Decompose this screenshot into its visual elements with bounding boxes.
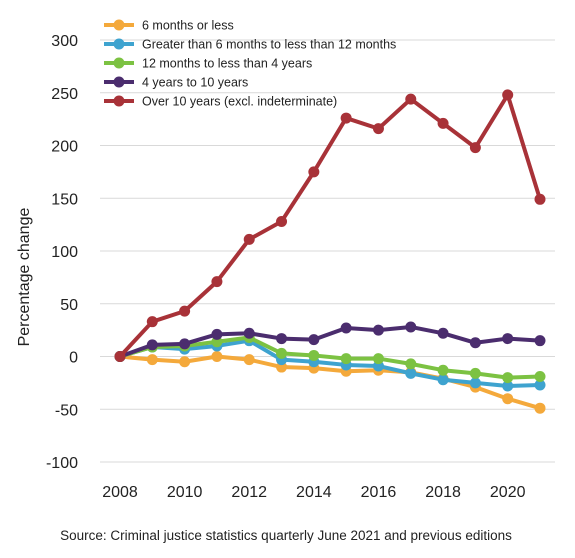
data-point [534, 371, 546, 383]
data-point [276, 333, 288, 345]
data-point [276, 215, 288, 227]
legend-item: Over 10 years (excl. indeterminate) [104, 95, 337, 109]
x-tick-label: 2010 [167, 484, 203, 501]
x-axis-ticks: 2008 2010 2012 2014 2016 2018 2020 [102, 484, 525, 501]
data-point [405, 358, 417, 370]
data-point [340, 353, 352, 365]
x-tick-label: 2018 [425, 484, 461, 501]
legend-item: 4 years to 10 years [104, 76, 248, 90]
series-line [118, 92, 542, 358]
data-point [372, 353, 384, 365]
data-point [534, 402, 546, 414]
series-lines [114, 89, 546, 414]
data-point [502, 380, 514, 392]
data-point [502, 333, 514, 345]
legend-label: 4 years to 10 years [142, 76, 248, 90]
x-tick-label: 2014 [296, 484, 332, 501]
data-point [179, 338, 191, 350]
data-point [276, 347, 288, 359]
data-point [534, 379, 546, 391]
data-point [405, 367, 417, 379]
data-point [502, 372, 514, 384]
data-point [243, 233, 255, 245]
source-note: Source: Criminal justice statistics quar… [60, 528, 512, 543]
data-point [211, 328, 223, 340]
gridlines [100, 39, 555, 463]
legend-item: Greater than 6 months to less than 12 mo… [104, 38, 396, 52]
y-tick-label: -100 [46, 455, 78, 472]
data-point [340, 322, 352, 334]
legend-swatch-marker [113, 38, 125, 50]
legend-item: 6 months or less [104, 19, 234, 33]
data-point [469, 367, 481, 379]
legend-item: 12 months to less than 4 years [104, 57, 312, 71]
y-tick-label: 50 [60, 297, 78, 314]
data-point [308, 349, 320, 361]
data-point [437, 117, 449, 129]
data-point [534, 335, 546, 347]
legend-label: 6 months or less [142, 19, 234, 33]
data-point [308, 334, 320, 346]
legend-swatch-marker [113, 95, 125, 107]
data-point [211, 351, 223, 362]
y-tick-label: 300 [51, 33, 78, 50]
y-axis-ticks: -100 -50 0 50 100 150 200 250 300 [46, 33, 78, 472]
data-point [372, 324, 384, 336]
y-tick-label: -50 [55, 402, 78, 419]
legend-swatch-marker [113, 19, 125, 31]
data-point [114, 351, 126, 362]
data-point [469, 377, 481, 389]
y-axis-label: Percentage change [16, 208, 33, 347]
data-point [211, 276, 223, 288]
data-point [243, 327, 255, 339]
x-tick-label: 2012 [231, 484, 267, 501]
data-point [502, 393, 514, 405]
data-point [372, 123, 384, 135]
data-point [437, 364, 449, 376]
data-point [405, 321, 417, 333]
data-point [534, 193, 546, 205]
x-tick-label: 2020 [490, 484, 526, 501]
data-point [469, 142, 481, 154]
data-point [179, 356, 191, 368]
data-point [437, 327, 449, 339]
data-point [146, 354, 158, 366]
data-point [308, 166, 320, 178]
data-point [502, 89, 514, 101]
series-4 [114, 89, 546, 362]
y-tick-label: 250 [51, 86, 78, 103]
legend-swatch-marker [113, 76, 125, 88]
series-2 [114, 332, 546, 384]
data-point [437, 374, 449, 386]
y-tick-label: 100 [51, 244, 78, 261]
data-point [405, 93, 417, 105]
y-tick-label: 0 [69, 350, 78, 367]
x-tick-label: 2016 [361, 484, 397, 501]
legend-label: Greater than 6 months to less than 12 mo… [142, 38, 396, 52]
data-point [243, 354, 255, 366]
x-tick-label: 2008 [102, 484, 138, 501]
y-tick-label: 150 [51, 191, 78, 208]
y-tick-label: 200 [51, 139, 78, 156]
data-point [179, 305, 191, 317]
legend-label: 12 months to less than 4 years [142, 57, 312, 71]
data-point [146, 316, 158, 328]
legend: 6 months or less Greater than 6 months to… [104, 19, 396, 109]
data-point [340, 112, 352, 124]
series-line [119, 324, 541, 359]
legend-label: Over 10 years (excl. indeterminate) [142, 95, 337, 109]
data-point [469, 337, 481, 349]
data-point [146, 339, 158, 351]
legend-swatch-marker [113, 57, 125, 69]
